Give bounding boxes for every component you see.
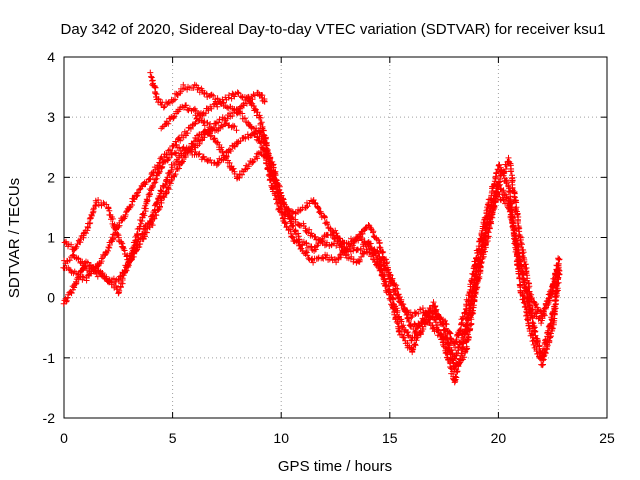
y-axis-label: SDTVAR / TECUs <box>6 178 23 298</box>
x-tick-label: 5 <box>169 430 177 446</box>
series-track-4 <box>60 125 563 386</box>
x-tick-label: 20 <box>491 430 507 446</box>
x-tick-label: 10 <box>273 430 289 446</box>
series-track-5 <box>147 69 268 117</box>
plus-markers <box>158 102 240 134</box>
x-axis-label: GPS time / hours <box>278 458 392 475</box>
y-tick-labels: -2 -1 0 1 2 3 4 <box>43 49 56 426</box>
y-tick-label: 1 <box>47 230 55 246</box>
plus-markers <box>60 125 563 386</box>
plus-markers <box>147 69 268 117</box>
x-tick-label: 15 <box>382 430 398 446</box>
y-tick-label: 4 <box>47 49 55 65</box>
data-points <box>60 69 563 386</box>
y-tick-label: 2 <box>47 169 55 185</box>
x-tick-label: 0 <box>60 430 68 446</box>
y-tick-label: 3 <box>47 109 55 125</box>
x-tick-label: 25 <box>599 430 615 446</box>
y-tick-label: -1 <box>43 350 56 366</box>
series-track-6 <box>158 102 240 134</box>
axis-ticks <box>63 56 608 419</box>
y-tick-label: -2 <box>43 410 56 426</box>
x-tick-labels: 0 5 10 15 20 25 <box>60 430 615 446</box>
y-tick-label: 0 <box>47 290 55 306</box>
chart-title: Day 342 of 2020, Sidereal Day-to-day VTE… <box>61 21 606 38</box>
